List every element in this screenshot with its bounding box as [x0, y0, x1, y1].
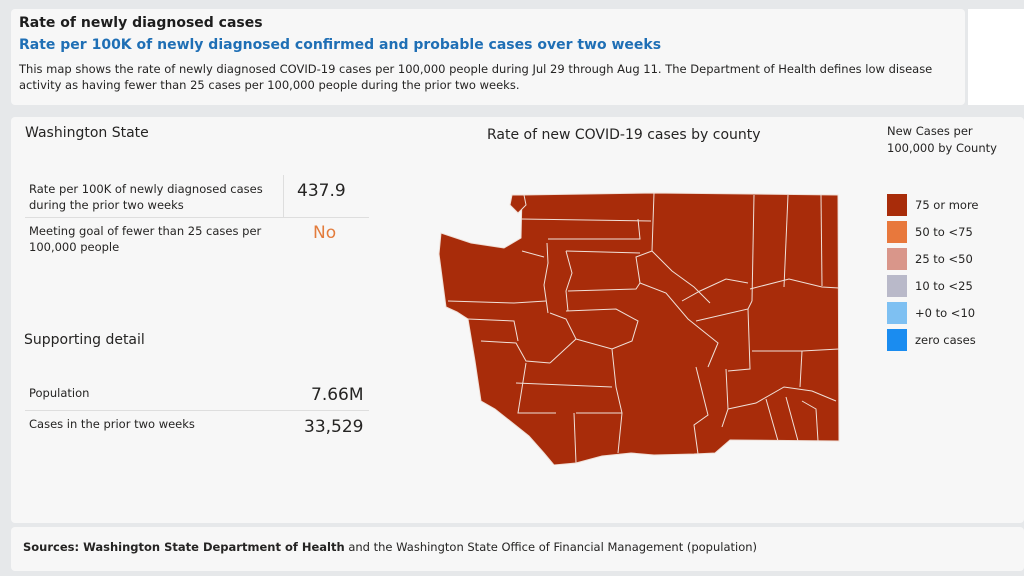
county-line	[651, 250, 711, 304]
legend-label: zero cases	[915, 333, 976, 347]
county-line	[751, 194, 755, 302]
cases-value[interactable]: 33,529	[304, 417, 364, 437]
goal-label: Meeting goal of fewer than 25 cases per …	[29, 224, 262, 254]
county-boundaries	[447, 192, 840, 464]
population-value[interactable]: 7.66M	[311, 385, 364, 405]
main-card: Washington State Rate per 100K of newly …	[11, 117, 1024, 523]
legend-label: 50 to <75	[915, 225, 973, 239]
legend-label: 75 or more	[915, 198, 979, 212]
legend-swatch	[887, 275, 907, 297]
county-line	[727, 386, 837, 410]
sources-text: Sources: Washington State Department of …	[23, 540, 757, 554]
county-line	[567, 282, 641, 292]
county-line	[639, 282, 719, 368]
county-line	[727, 308, 751, 372]
sources-org: Washington State Department of Health	[83, 540, 345, 554]
county-line	[565, 308, 639, 350]
county-line	[521, 250, 545, 258]
legend-label: 25 to <50	[915, 252, 973, 266]
county-line	[543, 242, 549, 314]
state-outline	[438, 192, 840, 465]
cases-label: Cases in the prior two weeks	[29, 417, 195, 431]
page-description: This map shows the rate of newly diagnos…	[19, 62, 933, 92]
san-juan-islands	[509, 194, 527, 214]
county-line	[785, 396, 799, 442]
kpi-divider-vertical	[283, 175, 284, 217]
county-line	[783, 194, 789, 288]
county-line	[565, 250, 573, 312]
county-line	[447, 300, 547, 304]
header-card: Rate of newly diagnosed cases Rate per 1…	[11, 9, 965, 105]
county-line	[520, 218, 652, 222]
county-line	[611, 348, 623, 454]
county-line	[515, 382, 613, 388]
legend-title: New Cases per 100,000 by County	[887, 124, 997, 155]
supporting-detail-title: Supporting detail	[24, 332, 145, 348]
legend-swatch	[887, 329, 907, 351]
county-line	[480, 340, 551, 364]
state-panel-title: Washington State	[25, 125, 149, 141]
county-line	[635, 192, 655, 284]
county-line	[820, 194, 823, 287]
blank-panel	[968, 9, 1024, 105]
county-line	[749, 278, 840, 290]
legend-swatch	[887, 248, 907, 270]
legend-label: +0 to <10	[915, 306, 976, 320]
population-label: Population	[29, 386, 90, 400]
state-outline-path	[438, 192, 840, 465]
washington-county-map[interactable]	[426, 191, 856, 465]
supporting-divider	[25, 410, 369, 411]
rate-label: Rate per 100K of newly diagnosed cases d…	[29, 182, 263, 212]
county-line	[765, 398, 779, 442]
county-line	[549, 312, 577, 364]
footer-card: Sources: Washington State Department of …	[11, 527, 1024, 571]
legend-swatch	[887, 221, 907, 243]
page-subtitle: Rate per 100K of newly diagnosed confirm…	[19, 37, 662, 53]
county-line	[681, 278, 749, 302]
county-line	[799, 350, 803, 388]
legend-swatch	[887, 194, 907, 216]
county-line	[565, 250, 641, 254]
goal-value[interactable]: No	[313, 223, 337, 243]
county-line	[548, 218, 641, 240]
county-line	[517, 362, 556, 414]
county-line	[573, 412, 577, 464]
page-title: Rate of newly diagnosed cases	[19, 15, 263, 31]
legend-swatch	[887, 302, 907, 324]
county-line	[693, 366, 709, 455]
kpi-divider	[25, 217, 369, 218]
sources-prefix: Sources:	[23, 540, 84, 554]
sources-rest: and the Washington State Office of Finan…	[344, 540, 758, 554]
rate-value[interactable]: 437.9	[297, 181, 346, 201]
legend-label: 10 to <25	[915, 279, 973, 293]
county-line	[801, 400, 819, 442]
map-title: Rate of new COVID-19 cases by county	[487, 127, 761, 143]
county-line	[467, 318, 519, 342]
